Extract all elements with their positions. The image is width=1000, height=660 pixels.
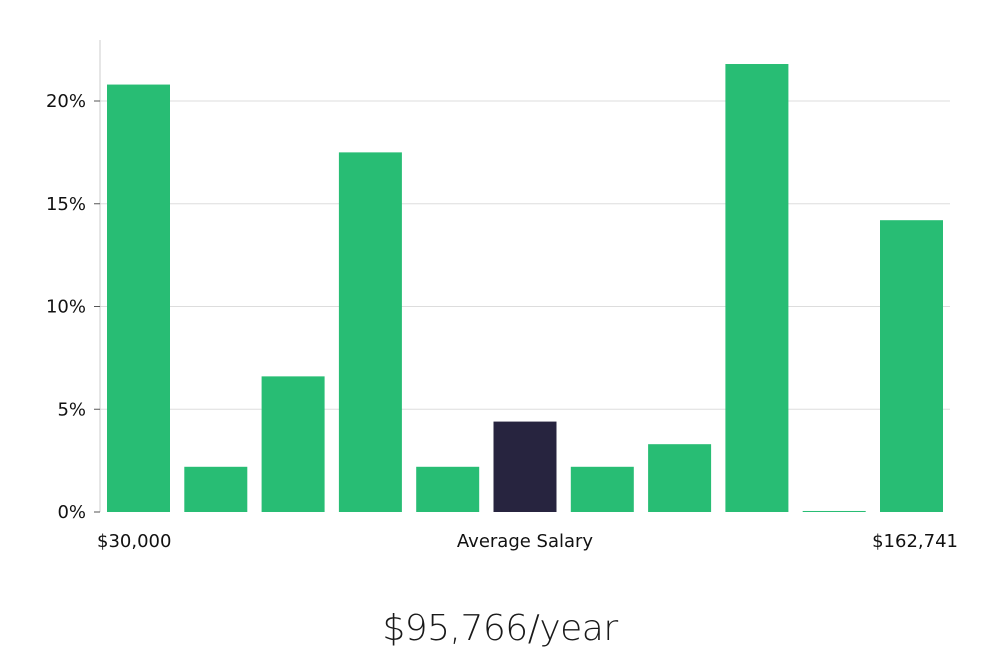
bar[interactable] xyxy=(416,466,480,512)
grid-lines xyxy=(100,100,950,410)
y-tick-label: 5% xyxy=(57,399,86,420)
bar[interactable] xyxy=(570,466,634,512)
bar[interactable] xyxy=(648,444,712,512)
bar[interactable] xyxy=(802,510,866,512)
bar[interactable] xyxy=(184,466,248,512)
bars xyxy=(107,64,943,512)
bar[interactable] xyxy=(880,220,943,512)
average-salary-value: $95,766/year xyxy=(382,608,618,649)
x-axis-min-label: $30,000 xyxy=(97,531,171,552)
y-tick-label: 0% xyxy=(57,502,86,523)
x-axis-title: Average Salary xyxy=(457,531,594,552)
x-axis-max-label: $162,741 xyxy=(872,531,958,552)
bar[interactable] xyxy=(725,64,789,512)
salary-histogram: 0% 5% 10% 15% 20% $30,000 Average Salary $16… xyxy=(46,40,958,552)
bar[interactable] xyxy=(107,84,170,512)
bar-average-salary[interactable] xyxy=(493,421,557,512)
bar[interactable] xyxy=(261,376,325,512)
y-tick-label: 10% xyxy=(46,297,86,318)
bar[interactable] xyxy=(338,152,402,512)
y-axis-ticks: 0% 5% 10% 15% 20% xyxy=(46,91,100,523)
y-tick-label: 20% xyxy=(46,91,86,112)
y-tick-label: 15% xyxy=(46,194,86,215)
